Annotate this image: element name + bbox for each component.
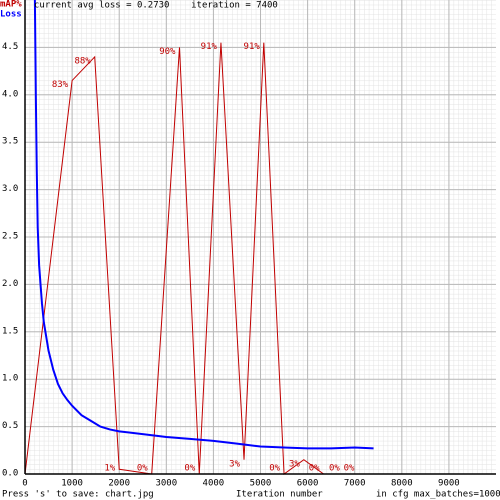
x-tick-label: 6000 <box>297 479 319 489</box>
x-tick-label: 8000 <box>391 479 413 489</box>
x-axis-label: Iteration number <box>236 490 323 500</box>
legend-map: mAP% <box>0 0 22 10</box>
y-tick-label: 4.0 <box>2 89 18 99</box>
y-tick-label: 2.5 <box>2 232 18 242</box>
legend-loss: Loss <box>0 10 22 20</box>
y-tick-label: 0.5 <box>2 421 18 431</box>
value-label: 91% <box>201 42 218 52</box>
y-tick-label: 3.5 <box>2 137 18 147</box>
value-label: 0% <box>269 464 280 474</box>
y-tick-label: 2.0 <box>2 279 18 289</box>
value-label: 90% <box>159 47 176 57</box>
x-tick-label: 9000 <box>438 479 460 489</box>
value-label: 0% <box>309 464 320 474</box>
value-label: 0% <box>344 464 355 474</box>
x-tick-label: 0 <box>22 479 27 489</box>
value-label: 3% <box>229 459 240 469</box>
footer-left: Press 's' to save: chart.jpg <box>2 490 154 500</box>
series-line <box>33 0 374 450</box>
value-label: 1% <box>104 464 115 474</box>
x-tick-label: 7000 <box>344 479 366 489</box>
x-tick-label: 3000 <box>155 479 177 489</box>
value-label: 0% <box>184 464 195 474</box>
y-tick-label: 0.0 <box>2 469 18 479</box>
x-tick-label: 2000 <box>108 479 130 489</box>
value-label: 91% <box>244 42 261 52</box>
y-tick-label: 1.0 <box>2 374 18 384</box>
footer-right: in cfg max_batches=10000 <box>376 490 500 500</box>
y-tick-label: 1.5 <box>2 326 18 336</box>
value-label: 88% <box>74 56 91 66</box>
x-tick-label: 4000 <box>203 479 225 489</box>
value-label: 3% <box>289 459 300 469</box>
chart-title: current avg loss = 0.2730 iteration = 74… <box>34 1 278 11</box>
x-tick-label: 5000 <box>250 479 272 489</box>
value-label: 83% <box>52 80 69 90</box>
value-label: 0% <box>329 464 340 474</box>
value-label: 0% <box>137 464 148 474</box>
y-tick-label: 3.0 <box>2 184 18 194</box>
y-tick-label: 4.5 <box>2 42 18 52</box>
series-line <box>24 42 359 475</box>
x-tick-label: 1000 <box>61 479 83 489</box>
